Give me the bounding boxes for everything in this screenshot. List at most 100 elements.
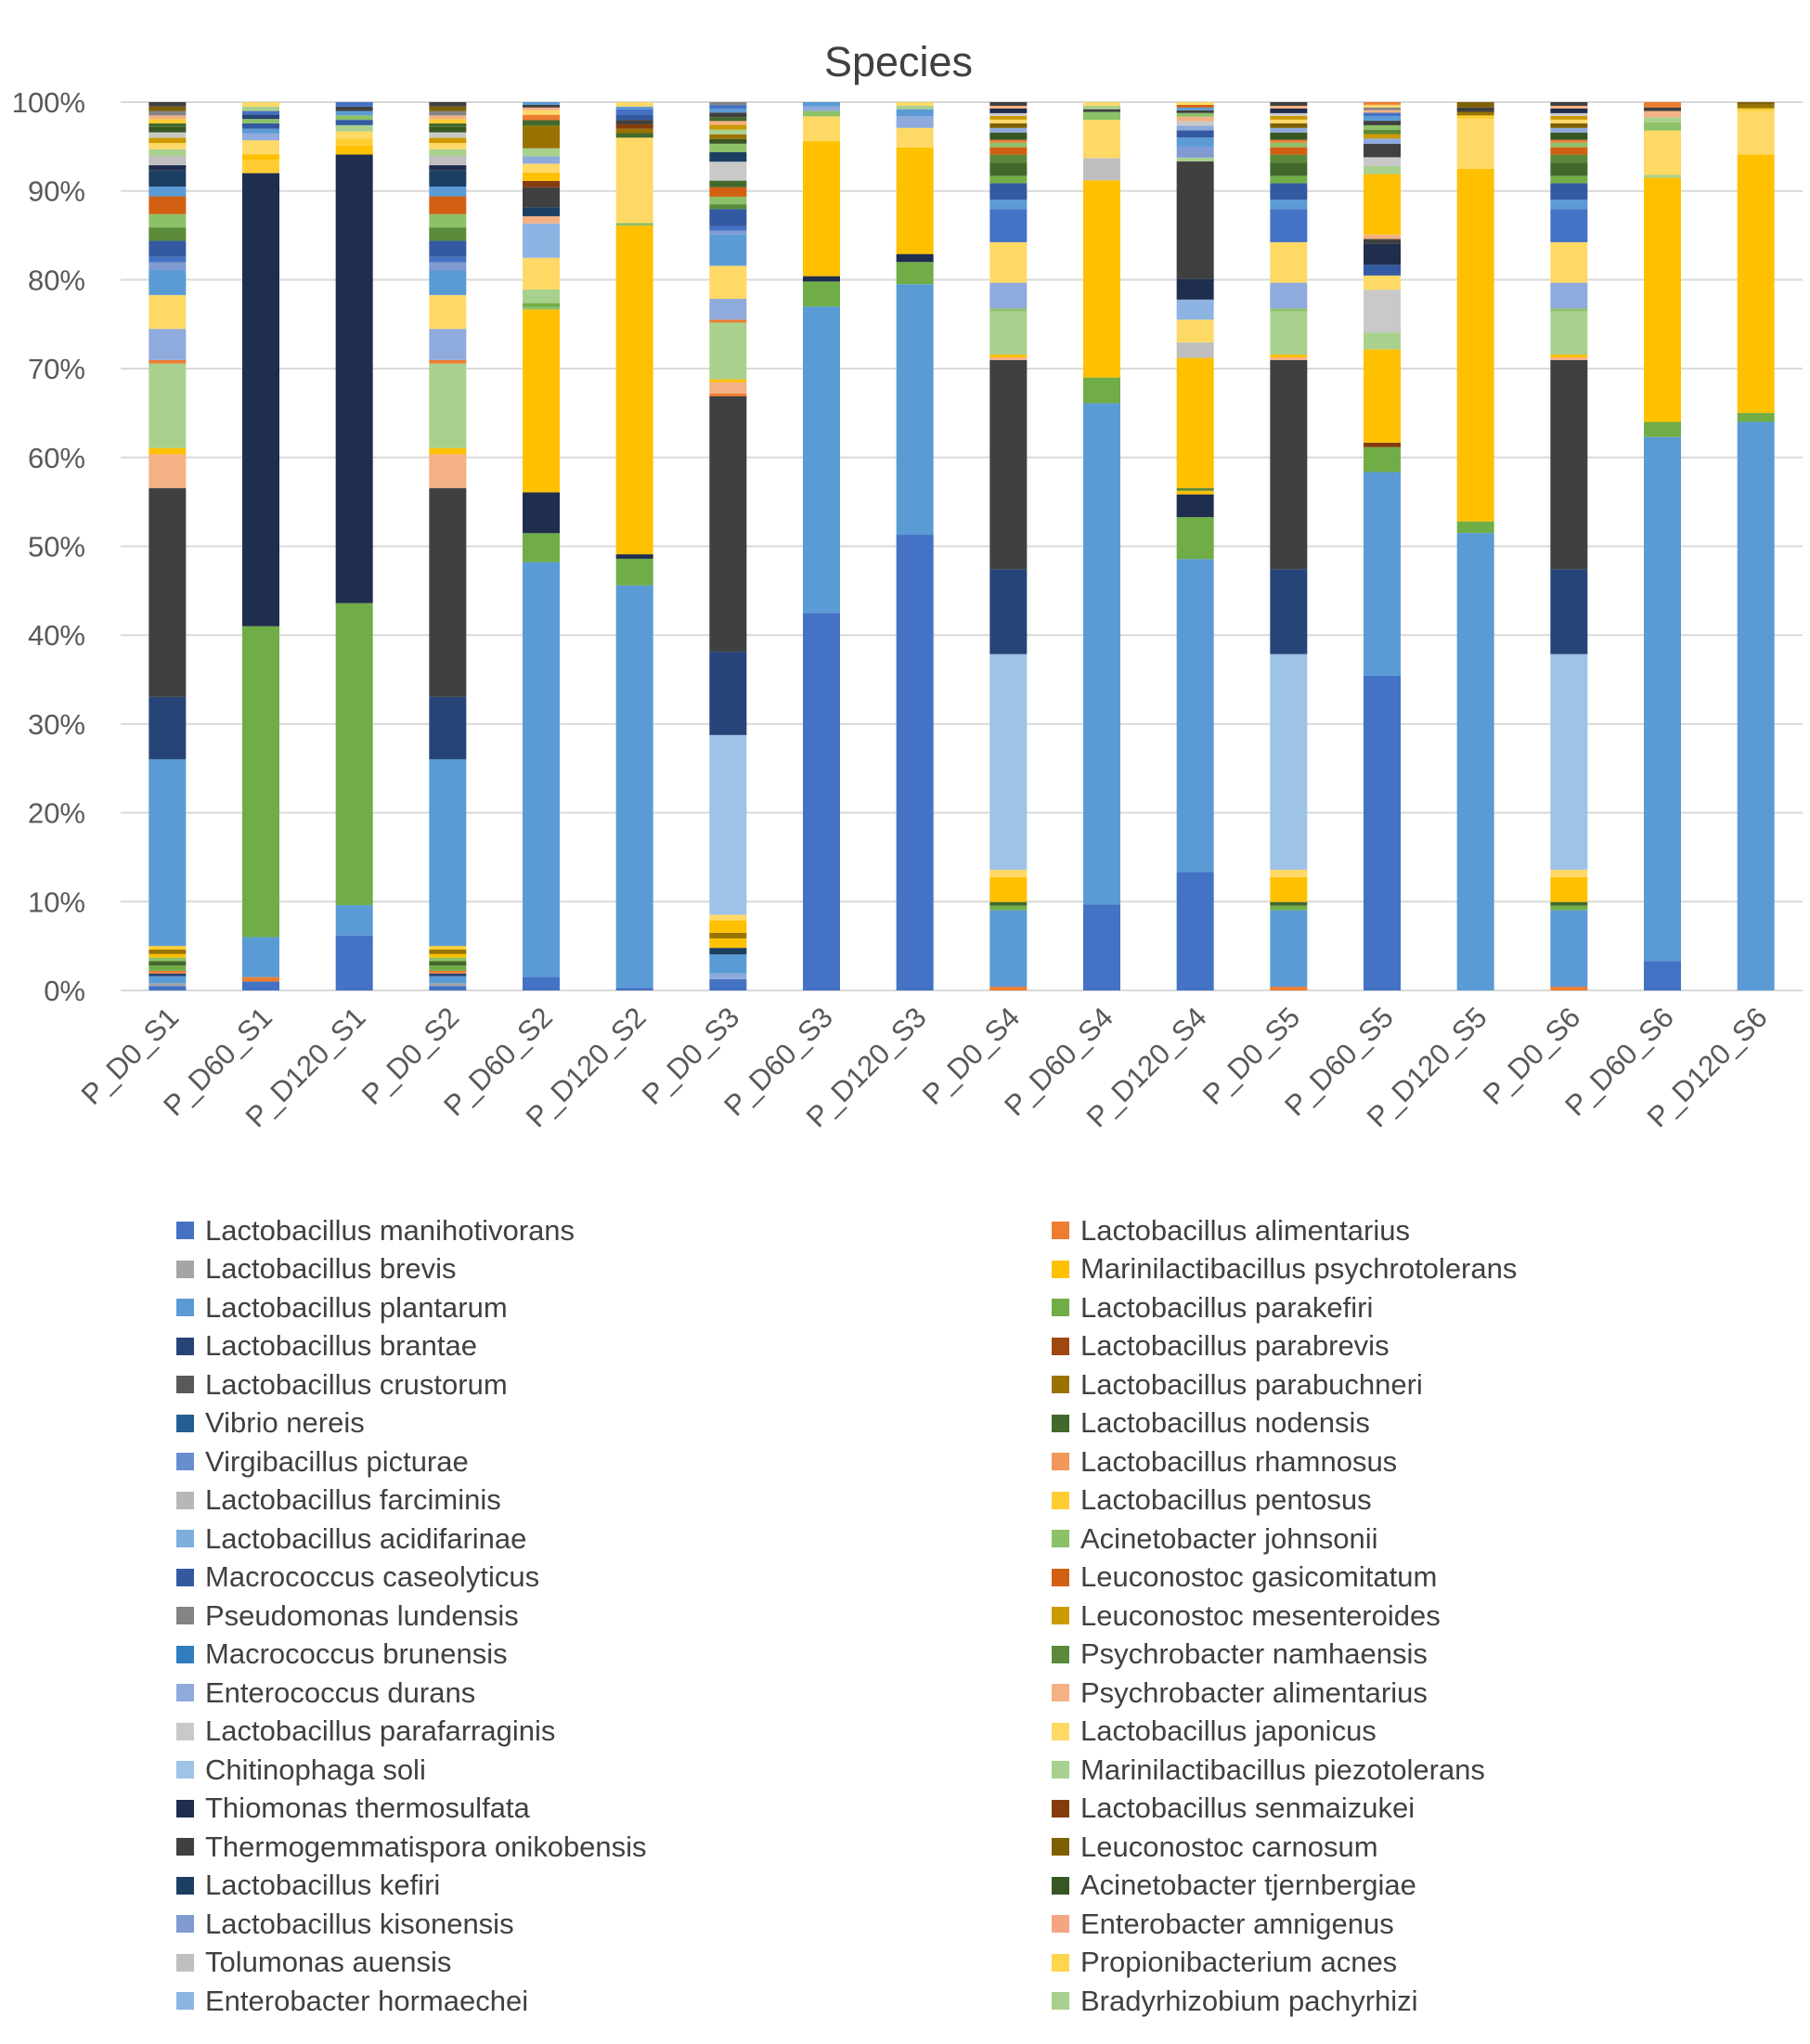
bar-segment [989, 127, 1028, 133]
bar-segment [1364, 104, 1401, 108]
bar-segment [242, 154, 279, 161]
bar-segment [149, 126, 187, 133]
legend-item: Macrococcus brunensis [176, 1636, 647, 1675]
bar-segment [242, 977, 279, 982]
bar-segment [1176, 107, 1214, 110]
bar-segment [429, 359, 467, 364]
bar-P_D60_S3 [803, 102, 840, 990]
bar-segment [1270, 119, 1308, 123]
bar-segment [709, 105, 747, 110]
bar-segment [1550, 905, 1588, 911]
bar-segment [709, 180, 747, 188]
legend-swatch [1052, 1568, 1069, 1586]
bar-segment [149, 953, 187, 958]
bar-segment [989, 123, 1028, 128]
bar-segment [989, 183, 1028, 201]
legend-item: Lactobacillus farciminis [176, 1481, 647, 1520]
bar-segment [429, 454, 467, 488]
legend-label: Macrococcus brunensis [205, 1637, 508, 1671]
bar-segment [1364, 165, 1401, 175]
legend-label: Lactobacillus plantarum [205, 1290, 508, 1324]
bar-segment [1737, 104, 1775, 109]
bar-segment [335, 145, 373, 155]
bar-segment [429, 363, 467, 448]
bar-segment [989, 653, 1028, 870]
bar-segment [1176, 130, 1214, 138]
legend-column-left: Lactobacillus manihotivorans Lactobacillu… [176, 1211, 647, 2021]
bar-P_D120_S1 [335, 102, 373, 990]
bar-segment [335, 935, 373, 990]
legend-swatch [176, 1299, 194, 1317]
bar-segment [1550, 308, 1588, 312]
bar-segment [1364, 442, 1401, 447]
bar-segment [896, 116, 934, 128]
bar-segment [1270, 132, 1308, 140]
bar-segment [149, 187, 187, 197]
bar-segment [709, 112, 747, 118]
legend-item: Acinetobacter johnsonii [1052, 1520, 1517, 1559]
bar-segment [149, 447, 187, 455]
bar-segment [1364, 134, 1401, 139]
bar-segment [709, 187, 747, 197]
bar-segment [1083, 102, 1120, 106]
bar-segment [429, 976, 467, 984]
bar-segment [1364, 243, 1401, 265]
bar-segment [1270, 359, 1308, 570]
bar-segment [149, 758, 187, 947]
legend-swatch [176, 1761, 194, 1779]
bar-segment [1644, 102, 1681, 108]
legend-label: Virgibacillus picturae [205, 1444, 469, 1478]
bar-segment [709, 954, 747, 974]
bar-segment [615, 133, 653, 138]
bar-segment [709, 652, 747, 735]
bar-segment [989, 905, 1028, 911]
bar-segment [989, 241, 1028, 283]
bar-segment [523, 492, 560, 534]
bar-segment [615, 223, 653, 226]
bar-segment [523, 156, 560, 164]
bar-segment [1550, 200, 1588, 210]
legend-label: Pseudomonas lundensis [205, 1598, 519, 1632]
y-tick-label: 20% [28, 797, 85, 830]
bar-segment [523, 163, 560, 174]
bar-segment [1176, 121, 1214, 126]
bar-segment [1550, 910, 1588, 988]
legend-swatch [176, 1491, 194, 1509]
bar-segment [1176, 559, 1214, 873]
legend-label: Lactobacillus parafarraginis [205, 1714, 556, 1748]
bar-segment [1176, 102, 1214, 105]
bar-segment [1270, 183, 1308, 201]
bar-segment [709, 382, 747, 394]
legend-item: Lactobacillus brantae [176, 1327, 647, 1366]
legend-label: Chitinophaga soli [205, 1753, 426, 1786]
bar-segment [989, 147, 1028, 155]
bar-segment [429, 957, 467, 962]
legend-item: Lactobacillus rhamnosus [1052, 1442, 1517, 1481]
legend-item: Lactobacillus japonicus [1052, 1713, 1517, 1752]
legend-item: Lactobacillus pentosus [1052, 1481, 1517, 1520]
bar-segment [989, 119, 1028, 123]
bar-segment [1176, 104, 1214, 108]
bar-segment [989, 901, 1028, 906]
bar-segment [523, 309, 560, 493]
bar-segment [429, 294, 467, 330]
bar-segment [1737, 154, 1775, 413]
bar-segment [429, 165, 467, 171]
legend-item: Leuconostoc carnosum [1052, 1828, 1517, 1867]
legend-label: Vibrio nereis [205, 1406, 365, 1440]
legend-label: Lactobacillus nodensis [1080, 1406, 1370, 1440]
bar-segment [1270, 987, 1308, 990]
bar-segment [989, 308, 1028, 312]
bar-segment [709, 265, 747, 299]
bar-segment [335, 124, 373, 132]
bar-segment [149, 961, 187, 966]
bar-segment [429, 137, 467, 144]
bar-segment [896, 535, 934, 990]
bar-P_D60_S4 [1083, 102, 1120, 990]
bar-P_D120_S6 [1737, 102, 1775, 990]
chart-title: Species [824, 38, 973, 85]
bar-segment [1270, 123, 1308, 128]
legend-item: Lactobacillus crustorum [176, 1365, 647, 1404]
bar-segment [1644, 436, 1681, 962]
legend-item: Acinetobacter tjernbergiae [1052, 1867, 1517, 1906]
